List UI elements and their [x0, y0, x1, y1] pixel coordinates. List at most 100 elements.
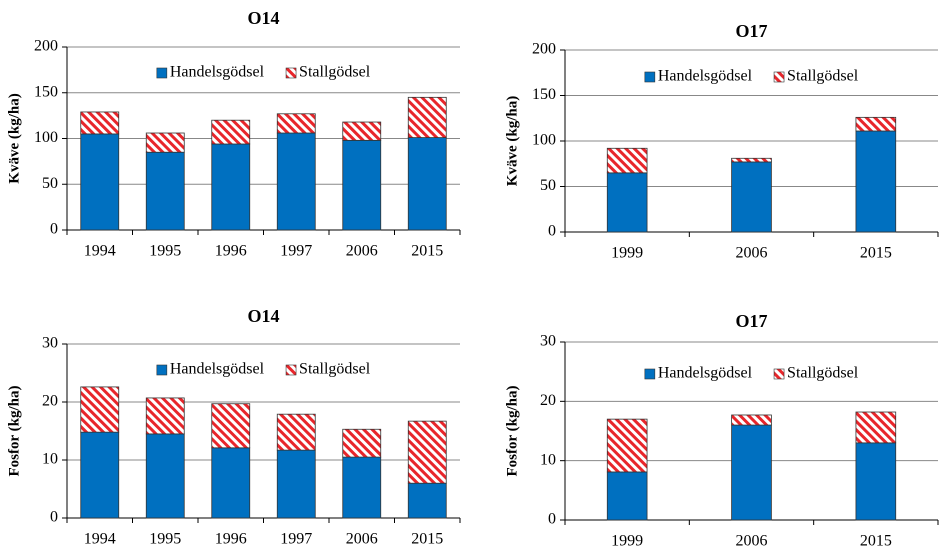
x-tick-label: 1999	[611, 245, 643, 262]
y-tick-label: 100	[532, 132, 556, 149]
bar-segment	[407, 482, 447, 519]
x-tick-label: 1996	[215, 531, 247, 548]
chart-title: O14	[247, 8, 279, 28]
x-tick-label: 2006	[736, 245, 768, 262]
y-tick-label: 20	[42, 393, 58, 410]
bar-segment	[145, 132, 185, 153]
bar-segment	[80, 133, 120, 231]
chart-title: O17	[735, 311, 767, 331]
legend-label: Stallgödsel	[299, 64, 371, 81]
legend-label: Handelsgödsel	[658, 365, 753, 382]
legend-background	[638, 66, 865, 88]
bar-segment	[80, 386, 120, 433]
y-tick-label: 100	[34, 129, 58, 146]
y-tick-label: 50	[42, 175, 58, 192]
legend-label: Stallgödsel	[299, 361, 371, 378]
y-tick-label: 150	[34, 83, 58, 100]
bar-segment	[211, 119, 251, 145]
y-tick-label: 200	[34, 38, 58, 55]
bar-segment	[145, 397, 185, 435]
bar-segment	[855, 130, 897, 233]
y-tick-label: 0	[50, 221, 58, 238]
legend: Handelsgödsel Stallgödsel	[638, 363, 865, 385]
bar-segment	[731, 161, 772, 233]
bar-segment	[145, 151, 185, 231]
legend: Handelsgödsel Stallgödsel	[638, 66, 865, 88]
x-tick-label: 1997	[280, 531, 312, 548]
bar-segment	[276, 113, 316, 134]
x-tick-label: 2006	[346, 531, 378, 548]
y-tick-label: 150	[532, 86, 556, 103]
x-tick-label: 1994	[84, 531, 116, 548]
chart-title: O17	[735, 21, 767, 41]
legend-background	[150, 359, 377, 381]
legend-label: Handelsgödsel	[658, 68, 753, 85]
x-tick-label: 2015	[860, 245, 892, 262]
bar-segment	[80, 111, 120, 135]
y-axis-label: Fosfor (kg/ha)	[6, 386, 22, 477]
bar-segment	[606, 471, 648, 521]
y-axis-label: Kväve (kg/ha)	[6, 93, 22, 183]
y-axis-label: Kväve (kg/ha)	[504, 96, 520, 186]
bar-segment	[606, 172, 648, 233]
y-tick-label: 10	[540, 451, 556, 468]
bar-segment	[342, 456, 382, 519]
bar-segment	[342, 139, 382, 231]
bar-segment	[606, 147, 648, 174]
bar-segment	[606, 418, 648, 473]
legend: Handelsgödsel Stallgödsel	[150, 62, 377, 84]
x-tick-label: 1999	[611, 533, 643, 550]
y-tick-label: 30	[540, 333, 556, 350]
legend-label: Stallgödsel	[787, 68, 859, 85]
legend-label: Handelsgödsel	[170, 361, 265, 378]
bar-segment	[855, 411, 897, 444]
x-tick-label: 2006	[736, 533, 768, 550]
legend-background	[150, 62, 377, 84]
chart-title: O14	[247, 306, 279, 326]
legend-swatch	[285, 67, 297, 79]
y-tick-label: 30	[42, 335, 58, 352]
x-tick-label: 1994	[84, 243, 116, 260]
x-tick-label: 2006	[346, 243, 378, 260]
legend-swatch	[773, 368, 785, 380]
bar-segment	[407, 420, 447, 484]
legend-label: Handelsgödsel	[170, 64, 265, 81]
x-tick-label: 2015	[411, 243, 443, 260]
bar-segment	[855, 116, 897, 132]
legend-swatch	[773, 71, 785, 83]
bar-segment	[276, 449, 316, 519]
y-tick-label: 50	[540, 177, 556, 194]
bar-segment	[145, 433, 185, 519]
bar-segment	[276, 132, 316, 231]
legend-swatch	[156, 364, 168, 376]
bar-segment	[855, 442, 897, 521]
x-tick-label: 2015	[411, 531, 443, 548]
x-tick-label: 2015	[860, 533, 892, 550]
legend-background	[638, 363, 865, 385]
legend: Handelsgödsel Stallgödsel	[150, 359, 377, 381]
bar-segment	[731, 424, 772, 521]
y-tick-label: 0	[548, 223, 556, 240]
bar-segment	[342, 121, 382, 141]
legend-swatch	[644, 368, 656, 380]
bar-segment	[407, 96, 447, 138]
y-tick-label: 0	[50, 509, 58, 526]
x-tick-label: 1997	[280, 243, 312, 260]
x-tick-label: 1995	[149, 243, 181, 260]
bar-segment	[211, 403, 251, 449]
bar-segment	[211, 447, 251, 519]
x-tick-label: 1996	[215, 243, 247, 260]
bar-segment	[731, 414, 772, 426]
y-tick-label: 0	[548, 511, 556, 528]
x-tick-label: 1995	[149, 531, 181, 548]
bar-segment	[276, 413, 316, 451]
y-axis-label: Fosfor (kg/ha)	[504, 386, 520, 477]
legend-swatch	[156, 67, 168, 79]
bar-segment	[80, 431, 120, 519]
y-tick-label: 20	[540, 392, 556, 409]
legend-swatch	[644, 71, 656, 83]
legend-swatch	[285, 364, 297, 376]
legend-label: Stallgödsel	[787, 365, 859, 382]
bar-segment	[731, 157, 772, 163]
